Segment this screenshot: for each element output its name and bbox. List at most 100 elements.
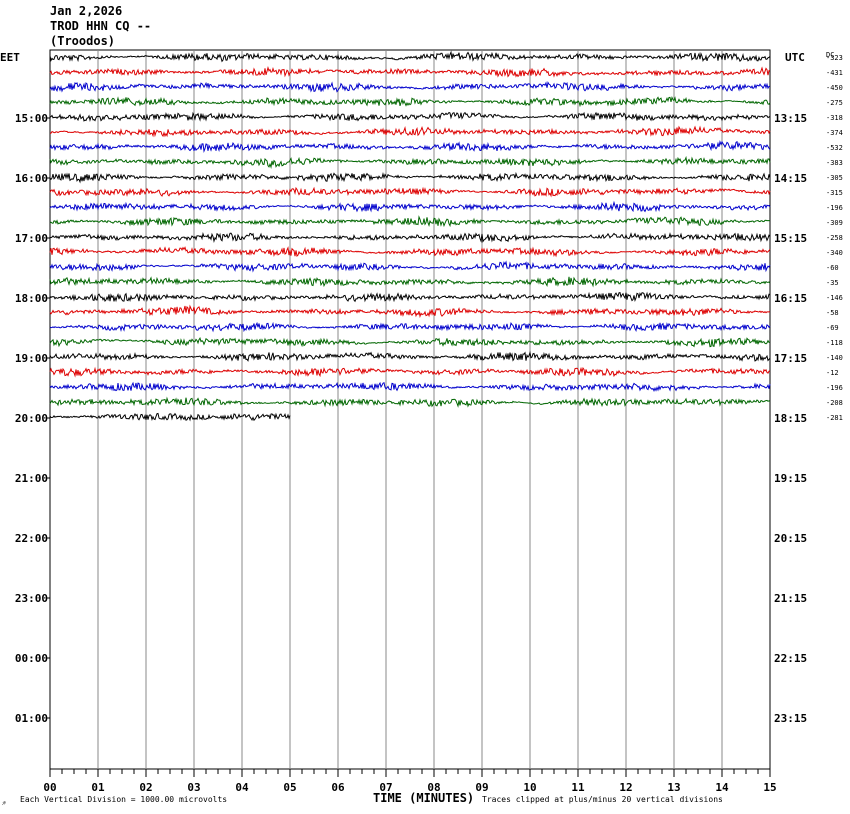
header-location: (Troodos) <box>50 34 116 48</box>
seismic-trace <box>49 304 771 319</box>
right-hour-label: 21:15 <box>774 592 807 605</box>
left-hour-label: 17:00 <box>15 232 48 245</box>
seismic-trace <box>49 321 771 333</box>
dc-offset-label: -208 <box>826 399 843 407</box>
dc-offset-label: -275 <box>826 99 843 107</box>
x-tick-label: 13 <box>667 781 680 794</box>
header-date: Jan 2,2026 <box>50 4 123 18</box>
seismic-trace <box>49 381 771 392</box>
left-hour-label: 18:00 <box>15 292 48 305</box>
seismic-trace <box>49 140 771 154</box>
seismic-trace <box>49 81 770 93</box>
left-timezone-label: EET <box>0 51 20 64</box>
dc-offset-label: -140 <box>826 354 843 362</box>
seismic-trace <box>49 50 771 63</box>
seismic-trace <box>49 125 771 138</box>
x-tick-label: 09 <box>475 781 488 794</box>
scale-note: Each Vertical Division = 1000.00 microvo… <box>20 795 228 804</box>
dc-offset-label: -60 <box>826 264 839 272</box>
seismic-trace <box>49 366 771 378</box>
dc-offset-label: -340 <box>826 249 843 257</box>
right-hour-label: 20:15 <box>774 532 807 545</box>
left-hour-label: 23:00 <box>15 592 48 605</box>
dc-offset-label: -196 <box>826 204 843 212</box>
x-tick-label: 15 <box>763 781 776 794</box>
x-tick-label: 03 <box>187 781 200 794</box>
plot-frame <box>49 49 771 770</box>
dc-offset-label: -118 <box>826 339 843 347</box>
left-hour-label: 22:00 <box>15 532 48 545</box>
seismic-trace <box>49 155 771 169</box>
dc-offset-label: -309 <box>826 219 843 227</box>
x-tick-label: 12 <box>619 781 632 794</box>
left-hour-label: 01:00 <box>15 712 48 725</box>
dc-offset-label: -281 <box>826 414 843 422</box>
right-hour-label: 22:15 <box>774 652 807 665</box>
x-axis-label: TIME (MINUTES) <box>373 791 475 805</box>
dc-offset-label: -69 <box>826 324 839 332</box>
x-tick-label: 01 <box>91 781 105 794</box>
seismic-trace <box>49 65 770 78</box>
dc-offset-label: -58 <box>826 309 839 317</box>
left-hour-label: 15:00 <box>15 112 48 125</box>
x-tick-label: 10 <box>523 781 536 794</box>
right-hour-label: 23:15 <box>774 712 807 725</box>
dc-label: DC <box>826 51 834 59</box>
right-hour-label: 15:15 <box>774 232 807 245</box>
seismic-trace <box>49 291 771 303</box>
left-hour-label: 00:00 <box>15 652 48 665</box>
dc-offset-label: -374 <box>826 129 843 137</box>
left-hour-label: 19:00 <box>15 352 48 365</box>
dc-offset-label: -431 <box>826 69 843 77</box>
seismic-trace <box>49 95 771 108</box>
x-tick-label: 04 <box>235 781 249 794</box>
right-timezone-label: UTC <box>785 51 805 64</box>
dc-offset-label: -305 <box>826 174 843 182</box>
x-tick-label: 07 <box>379 781 392 794</box>
dc-offset-label: -532 <box>826 144 843 152</box>
left-hour-label: 20:00 <box>15 412 48 425</box>
dc-offset-label: -196 <box>826 384 843 392</box>
dc-offset-label: -146 <box>826 294 843 302</box>
x-tick-label: 02 <box>139 781 152 794</box>
left-hour-label: 16:00 <box>15 172 48 185</box>
dc-offset-label: -318 <box>826 114 843 122</box>
dc-offset-label: -12 <box>826 369 839 377</box>
x-tick-label: 06 <box>331 781 345 794</box>
right-hour-label: 18:15 <box>774 412 807 425</box>
seismic-trace <box>49 276 771 288</box>
right-hour-label: 14:15 <box>774 172 807 185</box>
x-tick-label: 08 <box>427 781 440 794</box>
clip-note: Traces clipped at plus/minus 20 vertical… <box>482 795 723 804</box>
right-hour-label: 13:15 <box>774 112 807 125</box>
seismic-trace <box>49 337 771 348</box>
x-tick-label: 11 <box>571 781 585 794</box>
dc-offset-label: -258 <box>826 234 843 242</box>
dc-offset-label: -383 <box>826 159 843 167</box>
seismic-trace <box>49 260 771 273</box>
logo-icon: ♐ <box>2 800 6 807</box>
x-tick-label: 00 <box>43 781 56 794</box>
seismic-trace <box>49 200 771 213</box>
dc-offset-label: -315 <box>826 189 843 197</box>
seismic-trace <box>49 111 771 123</box>
right-hour-label: 17:15 <box>774 352 807 365</box>
seismic-trace <box>49 171 771 184</box>
seismic-trace <box>49 215 771 228</box>
seismic-trace <box>49 246 771 258</box>
x-tick-label: 05 <box>283 781 296 794</box>
left-hour-label: 21:00 <box>15 472 48 485</box>
seismic-trace <box>49 350 771 362</box>
dc-offset-label: -450 <box>826 84 843 92</box>
seismic-trace <box>49 412 291 422</box>
seismic-trace <box>49 396 771 408</box>
right-hour-label: 16:15 <box>774 292 807 305</box>
header-station: TROD HHN CQ -- <box>50 19 152 33</box>
right-hour-label: 19:15 <box>774 472 807 485</box>
dc-offset-label: -323 <box>826 54 843 62</box>
seismic-trace <box>49 186 771 198</box>
dc-offset-label: -35 <box>826 279 839 287</box>
x-tick-label: 14 <box>715 781 729 794</box>
seismic-trace <box>49 231 771 244</box>
